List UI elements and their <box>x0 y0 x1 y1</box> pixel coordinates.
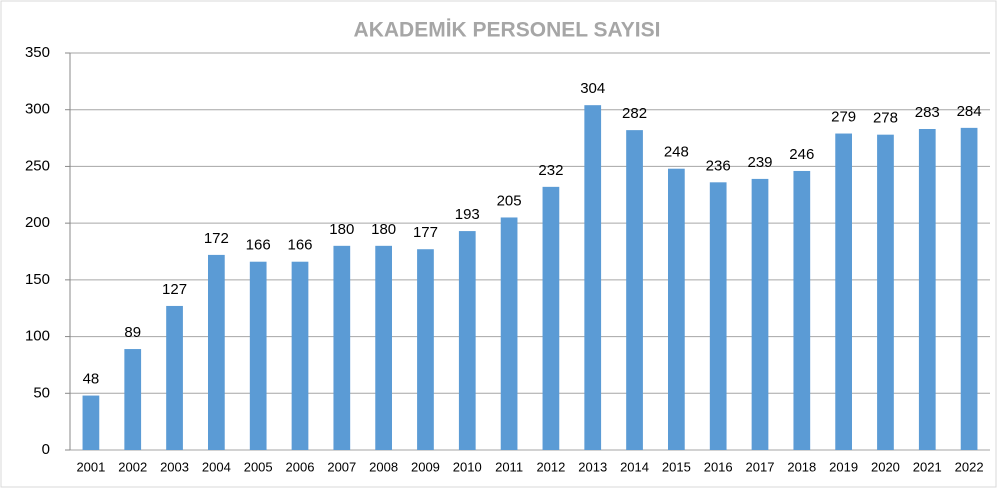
x-tick-label: 2012 <box>536 459 565 474</box>
x-tick-label: 2001 <box>76 459 105 474</box>
bar <box>584 105 602 451</box>
data-label: 180 <box>329 221 354 238</box>
bar <box>333 245 351 450</box>
x-tick-label: 2022 <box>955 459 984 474</box>
x-tick-label: 2003 <box>160 459 189 474</box>
x-tick-label: 2007 <box>327 459 356 474</box>
bar <box>793 170 811 451</box>
x-tick-label: 2010 <box>453 459 482 474</box>
bar <box>124 349 142 450</box>
bar <box>82 395 100 450</box>
bar <box>291 261 309 450</box>
data-label: 166 <box>246 237 271 254</box>
x-tick-label: 2008 <box>369 459 398 474</box>
bar <box>500 217 518 450</box>
x-tick-label: 2011 <box>495 459 523 474</box>
y-tick-label: 250 <box>25 157 50 174</box>
data-label: 172 <box>204 230 229 247</box>
x-tick-label: 2006 <box>286 459 315 474</box>
bar <box>918 128 936 451</box>
data-label: 180 <box>371 221 396 238</box>
data-label: 248 <box>664 144 689 161</box>
data-label: 279 <box>831 109 856 126</box>
bar <box>960 127 978 450</box>
bar <box>877 134 894 450</box>
bar <box>835 133 852 450</box>
x-tick-label: 2004 <box>202 459 231 474</box>
bar <box>458 231 476 450</box>
bar <box>417 249 434 450</box>
data-label: 239 <box>747 154 772 171</box>
data-label: 278 <box>873 110 898 127</box>
x-tick-label: 2021 <box>913 459 942 474</box>
data-label: 193 <box>455 206 480 223</box>
bar <box>668 168 685 450</box>
data-label: 166 <box>287 237 312 254</box>
data-label: 89 <box>124 324 141 341</box>
y-tick-label: 100 <box>25 328 50 345</box>
x-tick-label: 2013 <box>578 459 607 474</box>
x-tick-label: 2018 <box>787 459 816 474</box>
bar <box>375 245 392 450</box>
x-tick-label: 2014 <box>620 459 649 474</box>
bar <box>626 130 643 451</box>
data-label: 205 <box>497 192 522 209</box>
y-tick-label: 0 <box>42 441 50 458</box>
data-label: 284 <box>957 103 982 120</box>
bar <box>751 178 769 451</box>
x-tick-label: 2019 <box>829 459 858 474</box>
bar <box>249 261 267 450</box>
x-tick-label: 2015 <box>662 459 691 474</box>
y-tick-label: 350 <box>25 44 50 61</box>
data-label: 48 <box>83 371 100 388</box>
data-label: 246 <box>789 146 814 163</box>
data-label: 236 <box>706 157 731 174</box>
y-tick-label: 50 <box>33 384 50 401</box>
x-tick-label: 2002 <box>118 459 147 474</box>
y-tick-label: 200 <box>25 214 50 231</box>
bar <box>542 186 560 451</box>
data-label: 127 <box>162 281 187 298</box>
data-label: 282 <box>622 105 647 122</box>
data-label: 283 <box>915 104 940 121</box>
data-label: 232 <box>538 162 563 179</box>
chart-title: AKADEMİK PERSONEL SAYISI <box>354 19 661 42</box>
y-tick-label: 150 <box>25 271 50 288</box>
bar <box>166 305 183 450</box>
y-tick-label: 300 <box>25 101 50 118</box>
x-tick-label: 2016 <box>704 459 733 474</box>
data-label: 304 <box>580 80 605 97</box>
bar <box>709 182 727 450</box>
x-tick-label: 2009 <box>411 459 440 474</box>
x-tick-label: 2005 <box>244 459 273 474</box>
x-tick-label: 2017 <box>746 459 775 474</box>
bar <box>208 254 225 450</box>
data-label: 177 <box>413 224 438 241</box>
x-tick-label: 2020 <box>871 459 900 474</box>
